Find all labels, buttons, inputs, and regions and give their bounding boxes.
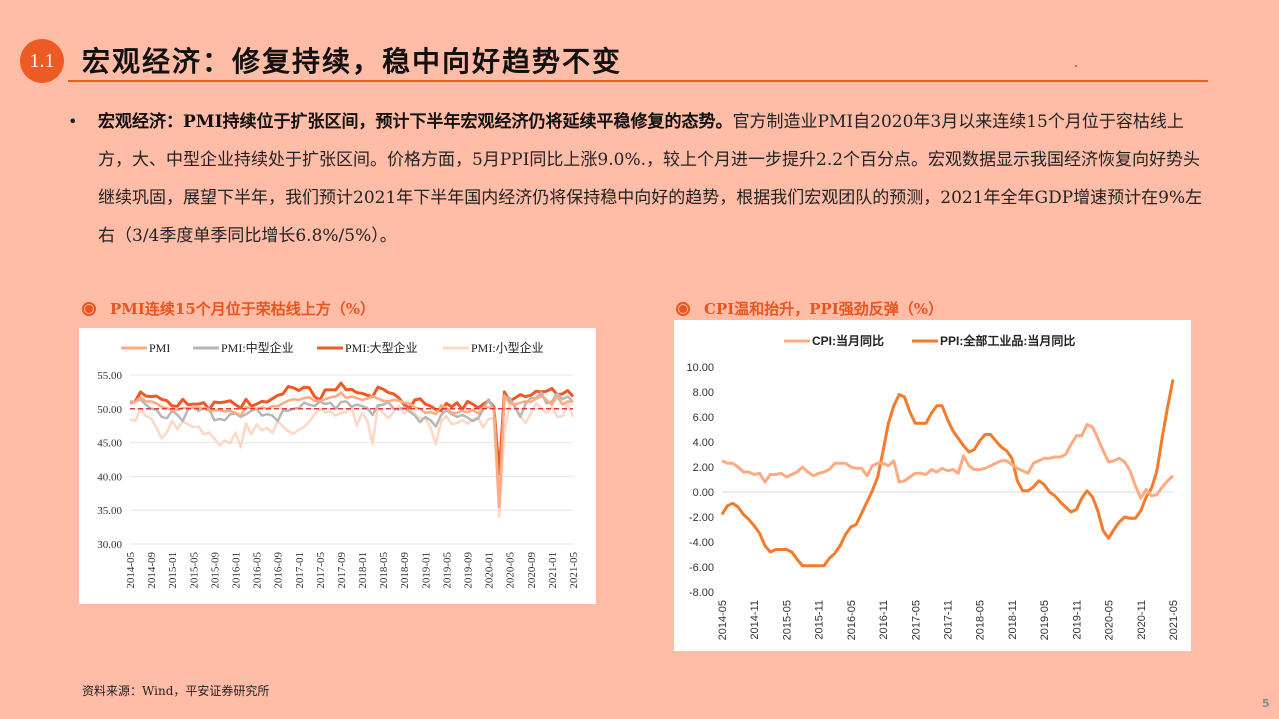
x-tick-label: 2020-09 xyxy=(526,552,538,589)
x-tick-label: 2015-01 xyxy=(167,552,179,589)
legend-item: PPI:全部工业品:当月同比 xyxy=(912,333,1075,348)
x-tick-label: 2020-05 xyxy=(505,552,517,589)
radio-ring-icon xyxy=(676,301,690,316)
legend-label: PMI:小型企业 xyxy=(471,340,544,355)
y-tick-label: 45.00 xyxy=(97,438,122,450)
x-tick-label: 2017-01 xyxy=(294,552,306,589)
x-tick-label: 2019-09 xyxy=(463,552,475,589)
bullet-text: 宏观经济：PMI持续位于扩张区间，预计下半年宏观经济仍将延续平稳修复的态势。官方… xyxy=(98,103,1213,255)
x-tick-label: 2018-11 xyxy=(1007,600,1019,640)
x-tick-label: 2021-01 xyxy=(547,552,559,589)
bullet-icon: • xyxy=(68,112,78,131)
cpi-ppi-chart-title: CPI温和抬升，PPI强劲反弹（%） xyxy=(676,298,943,319)
legend-item: PMI:小型企业 xyxy=(443,340,544,355)
x-tick-label: 2014-09 xyxy=(146,552,158,589)
legend-label: PPI:全部工业品:当月同比 xyxy=(940,333,1075,348)
x-tick-label: 2018-05 xyxy=(378,552,390,589)
y-tick-label: 35.00 xyxy=(97,505,122,517)
y-tick-label: 55.00 xyxy=(97,370,122,382)
pmi-chart: 30.00 35.00 40.00 45.00 50.00 55.00 2014-05 201… xyxy=(79,328,596,604)
legend-label: PMI:中型企业 xyxy=(221,340,294,355)
y-tick-label: -2.00 xyxy=(689,512,714,524)
x-tick-label: 2019-01 xyxy=(420,552,432,589)
pmi-chart-title: PMI连续15个月位于荣枯线上方（%） xyxy=(82,298,375,319)
x-tick-label: 2018-09 xyxy=(399,552,411,589)
legend-item: PMI:中型企业 xyxy=(193,340,294,355)
x-tick-label: 2019-05 xyxy=(441,552,453,589)
x-tick-label: 2019-05 xyxy=(1039,600,1051,640)
x-tick-label: 2015-05 xyxy=(781,600,793,640)
legend-label: PMI xyxy=(149,341,170,355)
y-tick-label: 6.00 xyxy=(693,412,714,424)
x-tick-label: 2020-01 xyxy=(484,552,496,589)
legend-item: PMI:大型企业 xyxy=(317,340,418,355)
page-number: 5 xyxy=(1262,697,1270,710)
x-tick-label: 2018-05 xyxy=(975,600,987,640)
x-tick-label: 2016-05 xyxy=(846,600,858,640)
y-tick-label: 0.00 xyxy=(693,487,714,499)
series-line xyxy=(129,402,575,518)
x-tick-label: 2020-11 xyxy=(1136,600,1148,640)
y-tick-label: 40.00 xyxy=(97,471,122,483)
x-tick-label: 2014-11 xyxy=(749,600,761,640)
x-tick-label: 2014-05 xyxy=(125,552,137,589)
x-tick-label: 2016-11 xyxy=(878,600,890,640)
y-tick-label: 4.00 xyxy=(693,437,714,449)
y-tick-label: -6.00 xyxy=(689,562,714,574)
x-tick-label: 2018-01 xyxy=(357,552,369,589)
radio-ring-icon xyxy=(82,301,96,316)
cpi-ppi-chart-title-text: CPI温和抬升，PPI强劲反弹（%） xyxy=(704,300,944,318)
bullet-body: 官方制造业PMI自2020年3月以来连续15个月位于容枯线上方，大、中型企业持续… xyxy=(98,112,1203,246)
y-tick-label: 50.00 xyxy=(97,404,122,416)
x-tick-label: 2016-01 xyxy=(230,552,242,589)
y-tick-label: 2.00 xyxy=(693,462,714,474)
page-title: 宏观经济：修复持续，稳中向好趋势不变 xyxy=(82,45,623,78)
series-line xyxy=(721,423,1175,500)
cpi-ppi-chart: -8.00 -6.00 -4.00 -2.00 0.00 2.00 4.00 6.00 8.00… xyxy=(674,320,1191,651)
x-tick-label: 2019-11 xyxy=(1071,600,1083,640)
x-tick-label: 2017-05 xyxy=(315,552,327,589)
pmi-chart-title-text: PMI连续15个月位于荣枯线上方（%） xyxy=(110,300,376,318)
x-tick-label: 2016-05 xyxy=(252,552,264,589)
title-underline xyxy=(68,80,1208,82)
cpi-ppi-chart-canvas: -8.00 -6.00 -4.00 -2.00 0.00 2.00 4.00 6.00 8.00… xyxy=(686,333,1180,640)
x-tick-label: 2015-09 xyxy=(209,552,221,589)
series-line xyxy=(129,381,575,476)
bullet-lead: 宏观经济：PMI持续位于扩张区间，预计下半年宏观经济仍将延续平稳修复的态势。 xyxy=(98,112,733,132)
series-line xyxy=(720,379,1175,568)
y-tick-label: -8.00 xyxy=(689,587,714,599)
decorative-dot xyxy=(1075,65,1077,67)
x-tick-label: 2015-11 xyxy=(814,600,826,640)
x-tick-label: 2017-05 xyxy=(910,600,922,640)
section-number-badge: 1.1 xyxy=(20,39,64,83)
y-tick-label: 30.00 xyxy=(97,539,122,551)
pmi-chart-canvas: 30.00 35.00 40.00 45.00 50.00 55.00 2014-05 201… xyxy=(97,340,580,589)
legend-item: PMI xyxy=(121,341,170,355)
y-tick-label: -4.00 xyxy=(689,537,714,549)
x-tick-label: 2020-05 xyxy=(1104,600,1116,640)
x-tick-label: 2014-05 xyxy=(717,600,729,640)
x-tick-label: 2016-09 xyxy=(273,552,285,589)
x-tick-label: 2017-11 xyxy=(943,600,955,640)
y-tick-label: 8.00 xyxy=(693,387,714,399)
legend-label: CPI:当月同比 xyxy=(812,333,884,348)
x-tick-label: 2017-09 xyxy=(336,552,348,589)
data-source-note: 资料来源：Wind，平安证券研究所 xyxy=(82,684,270,698)
x-tick-label: 2021-05 xyxy=(568,552,580,589)
legend-label: PMI:大型企业 xyxy=(345,340,418,355)
x-tick-label: 2015-05 xyxy=(188,552,200,589)
x-tick-label: 2021-05 xyxy=(1168,600,1180,640)
legend-item: CPI:当月同比 xyxy=(784,333,884,348)
y-tick-label: 10.00 xyxy=(686,362,714,374)
